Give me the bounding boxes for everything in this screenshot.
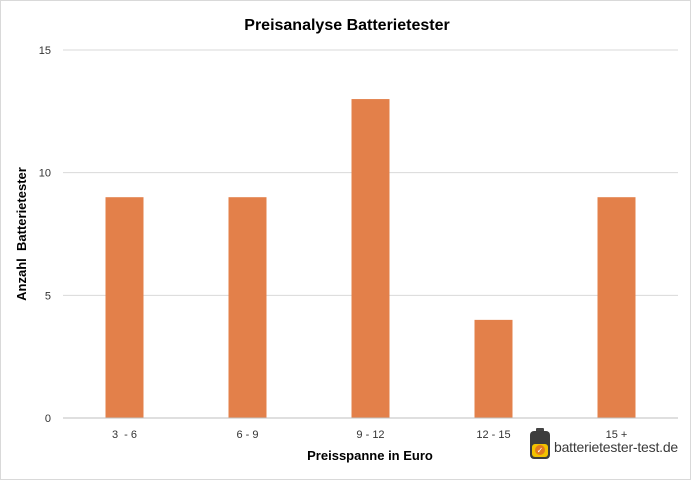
watermark-text: batterietester-test.de bbox=[554, 438, 678, 455]
y-tick-labels: 0 5 10 15 bbox=[39, 45, 51, 425]
svg-text:✓: ✓ bbox=[537, 446, 544, 455]
x-axis-title: Preisspanne in Euro bbox=[307, 448, 433, 463]
x-tick-label: 9 - 12 bbox=[356, 429, 384, 441]
bars bbox=[105, 99, 636, 419]
bar bbox=[228, 197, 267, 418]
x-tick-label: 12 - 15 bbox=[476, 429, 510, 441]
bar bbox=[597, 197, 636, 418]
x-tick-label: 3 - 6 bbox=[112, 429, 137, 441]
x-tick-label: 6 - 9 bbox=[236, 429, 258, 441]
y-axis-title: Anzahl Batterietester bbox=[14, 167, 29, 301]
bar bbox=[105, 197, 144, 418]
x-tick-labels: 3 - 6 6 - 9 9 - 12 12 - 15 15 + bbox=[112, 429, 627, 441]
y-tick-label: 15 bbox=[39, 45, 51, 57]
chart-title: Preisanalyse Batterietester bbox=[244, 17, 449, 34]
y-tick-label: 0 bbox=[45, 413, 51, 425]
y-tick-label: 5 bbox=[45, 290, 51, 302]
bar bbox=[474, 319, 513, 418]
y-tick-label: 10 bbox=[39, 168, 51, 180]
x-tick-label: 15 + bbox=[606, 429, 628, 441]
battery-logo-icon: ✓ bbox=[529, 428, 551, 465]
watermark-logo: ✓ batterietester-test.de bbox=[529, 428, 678, 465]
bar bbox=[351, 99, 390, 419]
